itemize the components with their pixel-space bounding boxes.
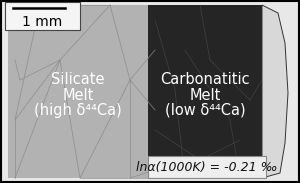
Text: Carbonatitic: Carbonatitic xyxy=(160,72,250,87)
Text: Silicate: Silicate xyxy=(51,72,105,87)
Polygon shape xyxy=(8,5,155,178)
FancyBboxPatch shape xyxy=(148,156,266,178)
Text: (low δ⁴⁴Ca): (low δ⁴⁴Ca) xyxy=(165,102,245,117)
Bar xyxy=(5,2,80,30)
Text: Melt: Melt xyxy=(62,87,94,102)
Polygon shape xyxy=(262,5,288,178)
Text: Melt: Melt xyxy=(189,87,221,102)
Text: 1 mm: 1 mm xyxy=(22,15,63,29)
Text: (high δ⁴⁴Ca): (high δ⁴⁴Ca) xyxy=(34,102,122,117)
Polygon shape xyxy=(148,5,262,178)
Text: lnα(1000K) = -0.21 ‰: lnα(1000K) = -0.21 ‰ xyxy=(136,160,278,173)
